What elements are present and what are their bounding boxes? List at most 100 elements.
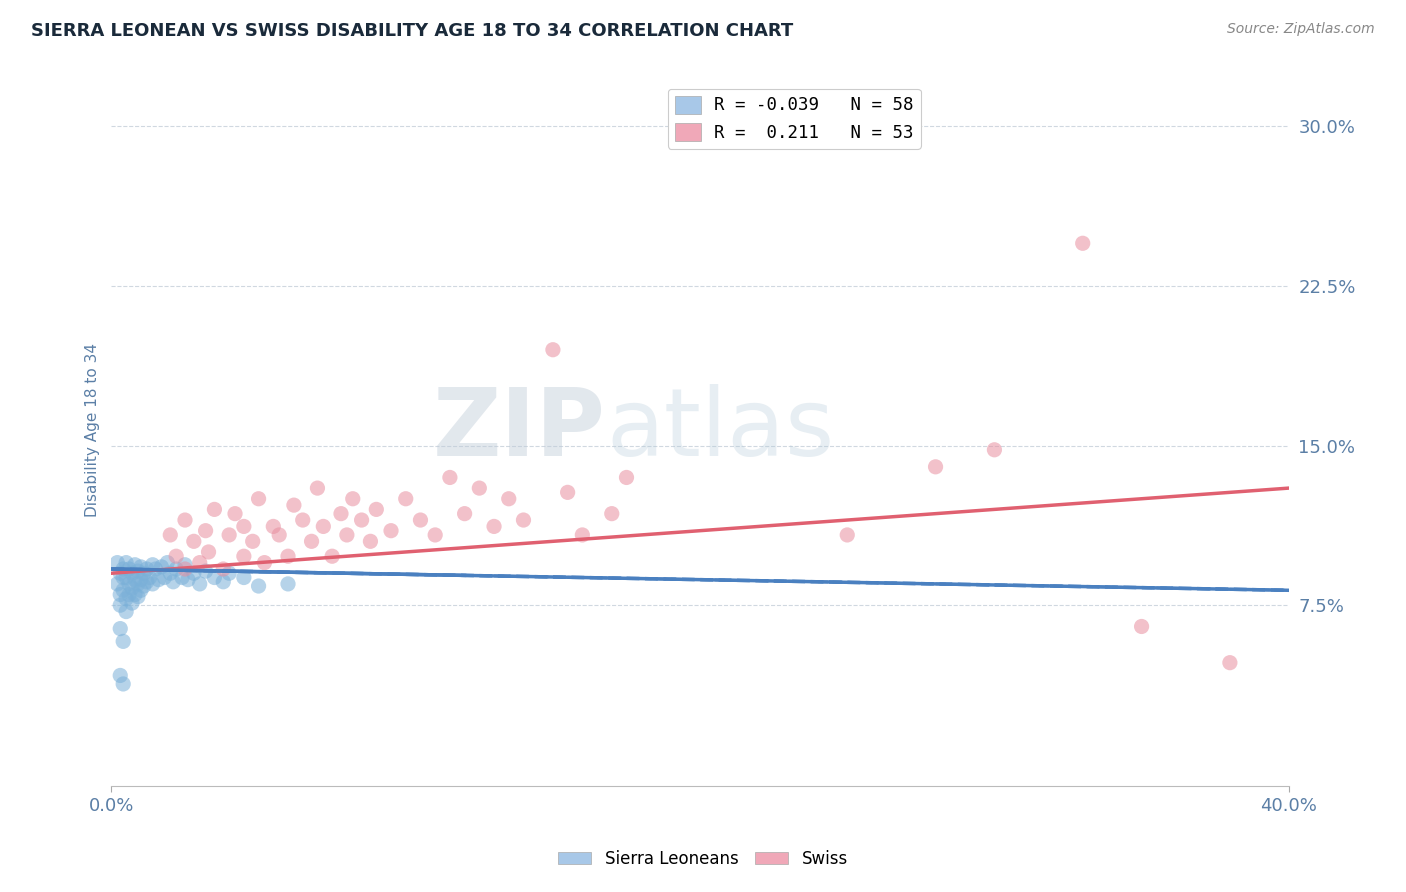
Point <box>150 560 173 574</box>
Point <box>162 574 184 589</box>
Point <box>110 668 132 682</box>
Point <box>247 491 270 506</box>
Point <box>837 528 859 542</box>
Point <box>232 519 254 533</box>
Point <box>1071 236 1094 251</box>
Point <box>218 528 240 542</box>
Point <box>253 556 276 570</box>
Point <box>156 556 179 570</box>
Point <box>153 570 176 584</box>
Point <box>174 558 197 572</box>
Point <box>177 573 200 587</box>
Point <box>132 579 155 593</box>
Point <box>142 577 165 591</box>
Point <box>482 519 505 533</box>
Point <box>197 545 219 559</box>
Point <box>350 513 373 527</box>
Point <box>321 549 343 564</box>
Point <box>283 498 305 512</box>
Point <box>118 577 141 591</box>
Point <box>129 583 152 598</box>
Point <box>1130 619 1153 633</box>
Point <box>105 577 128 591</box>
Point <box>188 556 211 570</box>
Point <box>307 481 329 495</box>
Point <box>110 566 132 581</box>
Point <box>110 622 132 636</box>
Point <box>468 481 491 495</box>
Text: Source: ZipAtlas.com: Source: ZipAtlas.com <box>1227 22 1375 37</box>
Point <box>124 573 146 587</box>
Point <box>132 566 155 581</box>
Point <box>112 583 135 598</box>
Point <box>541 343 564 357</box>
Point <box>159 528 181 542</box>
Point <box>112 677 135 691</box>
Point <box>145 562 167 576</box>
Point <box>194 564 217 578</box>
Point <box>183 566 205 581</box>
Point <box>409 513 432 527</box>
Point <box>118 562 141 576</box>
Point <box>115 591 138 606</box>
Point <box>105 556 128 570</box>
Point <box>194 524 217 538</box>
Legend: Sierra Leoneans, Swiss: Sierra Leoneans, Swiss <box>551 844 855 875</box>
Point <box>232 549 254 564</box>
Point <box>232 570 254 584</box>
Point <box>183 534 205 549</box>
Point <box>983 442 1005 457</box>
Point <box>121 566 143 581</box>
Point <box>127 564 149 578</box>
Point <box>498 491 520 506</box>
Point <box>269 528 291 542</box>
Point <box>110 598 132 612</box>
Point <box>204 502 226 516</box>
Point <box>336 528 359 542</box>
Point <box>129 560 152 574</box>
Point <box>425 528 447 542</box>
Point <box>212 574 235 589</box>
Point <box>291 513 314 527</box>
Point <box>112 570 135 584</box>
Point <box>204 570 226 584</box>
Point <box>112 562 135 576</box>
Point <box>115 570 138 584</box>
Point <box>301 534 323 549</box>
Point <box>129 573 152 587</box>
Point <box>121 596 143 610</box>
Point <box>439 470 461 484</box>
Text: SIERRA LEONEAN VS SWISS DISABILITY AGE 18 TO 34 CORRELATION CHART: SIERRA LEONEAN VS SWISS DISABILITY AGE 1… <box>31 22 793 40</box>
Point <box>121 581 143 595</box>
Point <box>247 579 270 593</box>
Point <box>395 491 418 506</box>
Point <box>127 590 149 604</box>
Point <box>359 534 381 549</box>
Point <box>924 459 946 474</box>
Point <box>165 549 187 564</box>
Point <box>115 605 138 619</box>
Text: atlas: atlas <box>606 384 834 475</box>
Point <box>277 549 299 564</box>
Point <box>218 566 240 581</box>
Point <box>557 485 579 500</box>
Point <box>312 519 335 533</box>
Point <box>262 519 284 533</box>
Point <box>600 507 623 521</box>
Point <box>118 588 141 602</box>
Point <box>148 573 170 587</box>
Point <box>342 491 364 506</box>
Point <box>224 507 246 521</box>
Point <box>115 556 138 570</box>
Point <box>165 562 187 576</box>
Point <box>138 570 160 584</box>
Point <box>135 562 157 576</box>
Point <box>159 566 181 581</box>
Point <box>366 502 388 516</box>
Point <box>142 558 165 572</box>
Point <box>174 513 197 527</box>
Y-axis label: Disability Age 18 to 34: Disability Age 18 to 34 <box>86 343 100 516</box>
Legend: R = -0.039   N = 58, R =  0.211   N = 53: R = -0.039 N = 58, R = 0.211 N = 53 <box>668 89 921 149</box>
Point <box>330 507 353 521</box>
Point <box>380 524 402 538</box>
